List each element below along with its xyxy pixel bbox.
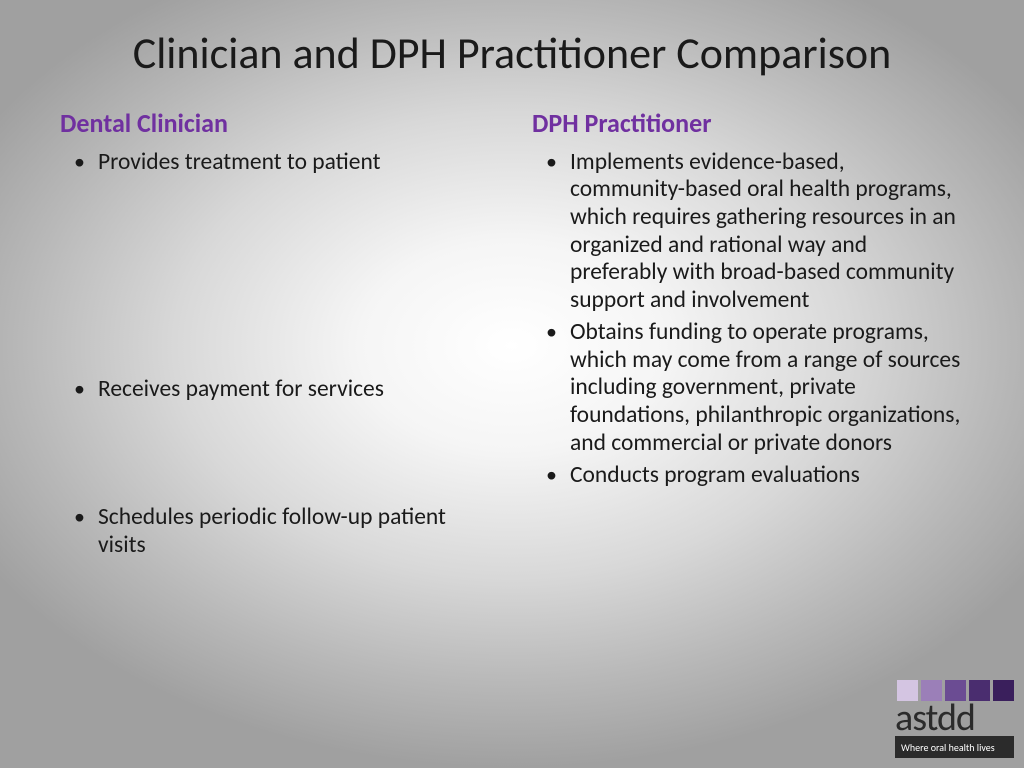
logo-text: astdd (895, 702, 1014, 734)
list-item: Conducts program evaluations (532, 462, 964, 490)
logo-tagline-bar: Where oral health lives (895, 736, 1014, 758)
slide: Clinician and DPH Practitioner Compariso… (0, 0, 1024, 768)
right-column: DPH Practitioner Implements evidence-bas… (532, 107, 964, 564)
left-bullet-list: Provides treatment to patient Receives p… (60, 149, 492, 560)
list-item: Obtains funding to operate programs, whi… (532, 319, 964, 458)
right-column-heading: DPH Practitioner (532, 107, 964, 139)
left-column-heading: Dental Clinician (60, 107, 492, 139)
right-bullet-list: Implements evidence-based, community-bas… (532, 149, 964, 490)
comparison-columns: Dental Clinician Provides treatment to p… (60, 107, 964, 564)
logo-square (993, 680, 1014, 701)
left-column: Dental Clinician Provides treatment to p… (60, 107, 492, 564)
list-item: Receives payment for services (60, 376, 492, 404)
slide-title: Clinician and DPH Practitioner Compariso… (60, 28, 964, 79)
list-item: Implements evidence-based, community-bas… (532, 149, 964, 315)
list-item: Provides treatment to patient (60, 149, 492, 177)
logo-tagline: Where oral health lives (901, 741, 995, 754)
list-item: Schedules periodic follow-up patient vis… (60, 504, 492, 559)
astdd-logo: astdd Where oral health lives (895, 680, 1014, 758)
